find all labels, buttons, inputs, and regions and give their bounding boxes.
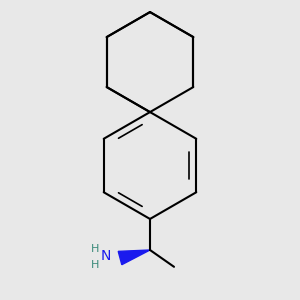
Polygon shape <box>118 250 150 265</box>
Text: H: H <box>91 260 99 270</box>
Text: H: H <box>91 244 99 254</box>
Text: N: N <box>100 249 111 263</box>
